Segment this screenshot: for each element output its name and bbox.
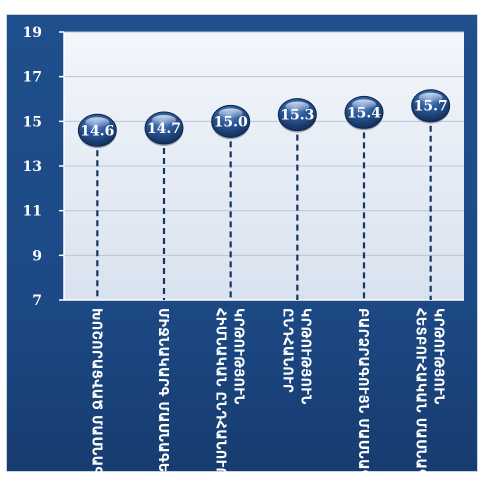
data-label: 14.6: [80, 123, 114, 139]
category-label-line: ԿՐԹՈՒԹՅՈՒՆ: [231, 308, 246, 405]
category-label-line: ԲԱՐՁՐԱԳՈՒՅՆ ՄԱՍՆԱԳԵՏ: [355, 308, 370, 473]
stems: [96, 105, 432, 300]
data-label: 15.4: [347, 105, 381, 121]
data-point: 15.4: [344, 95, 384, 131]
y-tick-label: 15: [23, 114, 42, 130]
y-tick-label: 17: [23, 70, 42, 86]
y-tick-label: 19: [23, 25, 42, 41]
category-label-line: ԿՐԹՈՒԹՅՈՒՆ: [297, 308, 312, 405]
y-tick-label: 9: [32, 248, 42, 264]
chart: 7 9 11 13 15 17 19 14.6 14.7 15.0 15.3 15.4 15.7 ԽՈ…: [23, 25, 464, 473]
chart-frame: 7 9 11 13 15 17 19 14.6 14.7 15.0 15.3 15.4 15.7 ԽՈ…: [6, 14, 478, 473]
category-label: ԽՈՇՈՐԱՑՎԱԾ ՄԱՍՆԱԳԵՏ: [88, 308, 103, 473]
marker-highlight: [418, 92, 443, 103]
marker-highlight: [218, 108, 243, 119]
data-point: 15.0: [211, 104, 251, 140]
category-labels: ԽՈՇՈՐԱՑՎԱԾ ՄԱՍՆԱԳԵՏ ՄԻՋՆԱԿԱՐԳ ՄԱՍՆԱԳԵՏ ՀԻՄ…: [88, 308, 445, 473]
data-point: 15.7: [411, 89, 451, 124]
y-tick-label: 13: [23, 159, 42, 175]
data-point: 15.3: [277, 98, 317, 133]
category-label-line: ԸՆԴՀԱՆՈՒՐ: [279, 308, 294, 393]
data-label: 15.7: [414, 99, 448, 115]
category-label-line: ՄԻՋՆԱԿԱՐԳ ՄԱՍՆԱԳԵՏ: [155, 308, 170, 473]
data-label: 14.7: [147, 121, 181, 137]
category-label: ՀԻՄՆԱԿԱՆ ԸՆԴՀԱՆՈՒՐ ԿՐԹՈՒԹՅՈՒՆ: [213, 308, 246, 473]
data-label: 15.0: [214, 114, 248, 130]
category-label: ԸՆԴՀԱՆՈՒՐ ԿՐԹՈՒԹՅՈՒՆ: [279, 308, 312, 405]
gridlines: [64, 31, 464, 256]
data-point: 14.7: [144, 111, 184, 147]
category-label: ԲԱՐՁՐԱԳՈՒՅՆ ՄԱՍՆԱԳԵՏ: [355, 308, 370, 473]
data-label: 15.3: [280, 108, 314, 124]
marker-highlight: [285, 101, 310, 112]
category-label-line: ՀԵՏԲՈՒՀԱԿԱՆ ՄԱՍՆԱԳԵՏ: [413, 308, 428, 473]
category-label: ՀԵՏԲՈՒՀԱԿԱՆ ՄԱՍՆԱԳԵՏ ԿՐԹՈՒԹՅՈՒՆ: [413, 308, 446, 473]
data-point: 14.6: [77, 113, 117, 149]
marker-highlight: [352, 99, 376, 110]
y-tick-labels: 7 9 11 13 15 17 19: [23, 25, 64, 309]
category-label-line: ՀԻՄՆԱԿԱՆ ԸՆԴՀԱՆՈՒՐ: [213, 308, 228, 473]
y-tick-label: 11: [23, 204, 42, 220]
marker-highlight: [152, 115, 176, 126]
markers: 14.6 14.7 15.0 15.3 15.4 15.7: [77, 89, 451, 149]
category-label: ՄԻՋՆԱԿԱՐԳ ՄԱՍՆԱԳԵՏ: [155, 308, 170, 473]
y-tick-label: 7: [32, 293, 42, 309]
marker-highlight: [85, 117, 110, 128]
category-label-line: ԽՈՇՈՐԱՑՎԱԾ ՄԱՍՆԱԳԵՏ: [88, 308, 103, 473]
category-label-line: ԿՐԹՈՒԹՅՈՒՆ: [431, 308, 446, 405]
